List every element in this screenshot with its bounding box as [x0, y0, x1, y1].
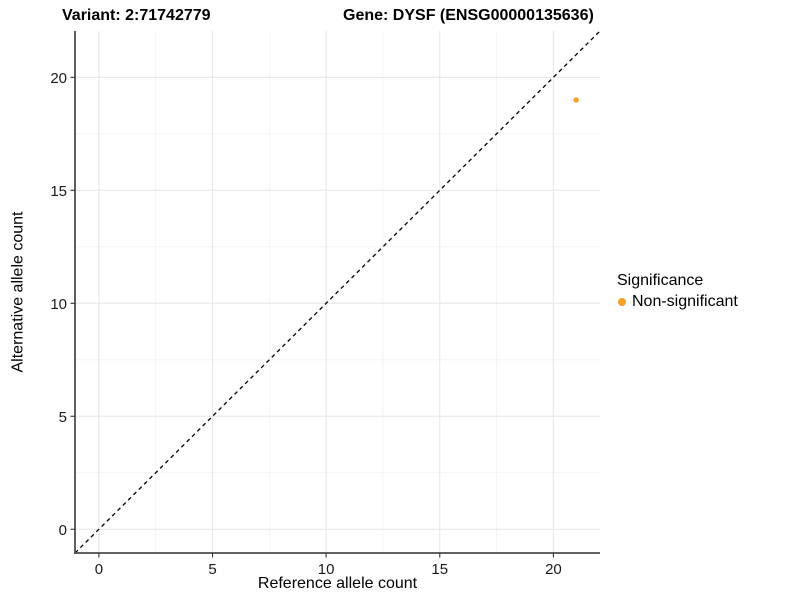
x-tick-label: 5	[208, 561, 216, 578]
x-axis-title: Reference allele count	[257, 575, 418, 592]
legend-title: Significance	[617, 272, 704, 289]
x-tick-label: 10	[318, 561, 335, 578]
legend-item-label: Non-significant	[632, 293, 738, 310]
x-tick-label: 20	[545, 561, 562, 578]
x-tick-label: 0	[95, 561, 103, 578]
plot-title-gene: Gene: DYSF (ENSG00000135636)	[343, 7, 594, 24]
y-tick-label: 10	[50, 296, 67, 313]
y-axis-title-wrap: Alternative allele count	[6, 31, 30, 553]
data-point	[573, 97, 579, 103]
legend-item: Non-significant	[617, 293, 738, 311]
identity-dashed-line	[74, 30, 601, 554]
legend: Significance Non-significant	[617, 272, 738, 311]
y-axis-title: Alternative allele count	[9, 211, 27, 373]
y-tick-label: 5	[59, 409, 67, 426]
y-tick-label: 0	[59, 522, 67, 539]
y-tick-label: 20	[50, 70, 67, 87]
plot-title-variant: Variant: 2:71742779	[62, 7, 211, 24]
x-tick-label: 15	[431, 561, 448, 578]
legend-point-icon	[618, 298, 626, 306]
y-tick-label: 15	[50, 183, 67, 200]
